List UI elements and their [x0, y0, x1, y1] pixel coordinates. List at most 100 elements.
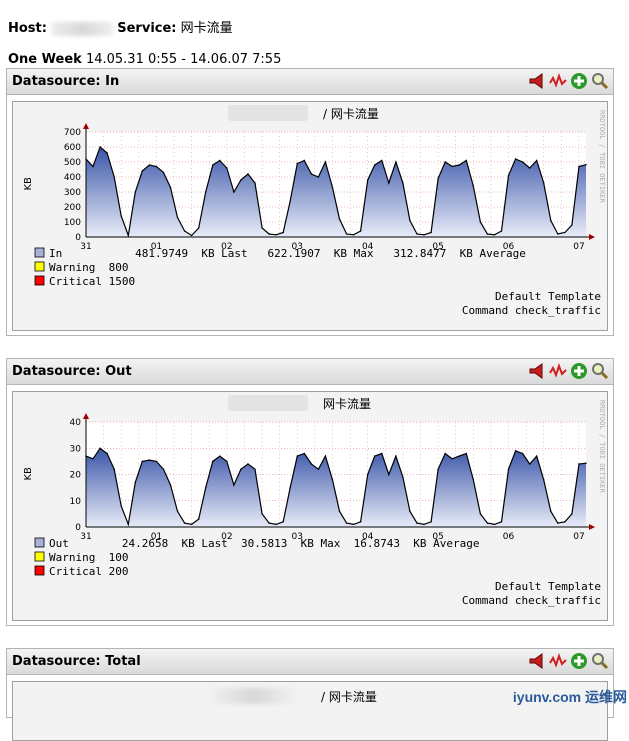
data-point: [359, 521, 362, 523]
data-point: [127, 234, 129, 237]
data-point: [521, 452, 524, 455]
legend-text: Critical 200: [49, 565, 128, 578]
y-tick-label: 10: [70, 497, 82, 507]
y-tick-label: 600: [64, 143, 81, 153]
data-point: [500, 521, 503, 523]
redacted-host: [228, 105, 308, 121]
graph-image[interactable]: / 网卡流量 RRDTOOL / TOBI OETIKER 0 100 200 300 40…: [12, 101, 608, 331]
data-point: [423, 523, 425, 526]
period-label: One Week: [8, 52, 82, 67]
data-point: [99, 447, 101, 449]
data-point: [416, 233, 418, 235]
y-tick-label: 30: [70, 444, 82, 454]
service-value: 网卡流量: [180, 21, 233, 36]
data-point: [409, 510, 411, 512]
graph-line-icon[interactable]: [549, 362, 567, 380]
datasource-total-panel: Datasource: Total / 网卡流量: [6, 648, 614, 741]
data-point: [444, 452, 446, 455]
chart-out: 网卡流量 RRDTOOL / TOBI OETIKER 0 10 20 30 40 31 01 0…: [23, 395, 606, 607]
zoom-icon[interactable]: [591, 72, 609, 90]
data-point: [148, 164, 151, 166]
add-icon[interactable]: [570, 362, 588, 380]
legend-text: In 481.9749 KB Last 622.1907 KB Max 312.…: [49, 247, 526, 260]
redacted-host: [213, 688, 293, 704]
panel-header: Datasource: Total: [7, 649, 613, 675]
data-point: [402, 182, 404, 184]
zoom-icon[interactable]: [591, 652, 609, 670]
panel-header: Datasource: Out: [7, 359, 613, 385]
data-point: [465, 159, 467, 162]
x-tick-label: 02: [221, 242, 232, 252]
zoom-icon[interactable]: [591, 362, 609, 380]
graph-line-icon[interactable]: [549, 72, 567, 90]
series-line: [85, 447, 587, 527]
data-point: [536, 159, 538, 162]
data-point: [155, 165, 158, 168]
data-point: [550, 219, 552, 222]
add-icon[interactable]: [570, 72, 588, 90]
data-point: [92, 458, 94, 460]
data-point: [352, 234, 355, 236]
data-point: [303, 159, 306, 162]
data-point: [240, 468, 242, 470]
megaphone-icon[interactable]: [528, 652, 546, 670]
data-point: [176, 510, 179, 512]
graph-line-icon[interactable]: [549, 652, 567, 670]
x-tick-label: 06: [503, 242, 515, 252]
x-tick-label: 04: [362, 242, 374, 252]
data-point: [437, 177, 439, 180]
data-point: [233, 484, 235, 486]
template-label: Default Template: [495, 290, 601, 303]
host-line: Host: Service: 网卡流量: [8, 17, 233, 36]
y-tick-label: 20: [70, 471, 82, 481]
data-point: [134, 191, 136, 193]
data-point: [233, 191, 235, 193]
data-point: [423, 234, 425, 236]
data-point: [162, 468, 165, 470]
data-point: [472, 479, 475, 481]
y-axis-label: KB: [23, 467, 34, 481]
megaphone-icon[interactable]: [528, 362, 546, 380]
data-point: [275, 234, 277, 236]
data-point: [444, 161, 446, 163]
graph-image[interactable]: 网卡流量 RRDTOOL / TOBI OETIKER 0 10 20 30 40 31 01 0…: [12, 391, 608, 621]
x-tick-label: 07: [573, 532, 584, 542]
graph-title: 网卡流量: [323, 397, 371, 411]
legend-text: Warning 100: [49, 551, 128, 564]
data-point: [395, 161, 397, 163]
datasource-out-panel: Datasource: Out 网卡流量 RRDTOOL / TOBI OETIK…: [6, 358, 614, 626]
data-point: [486, 233, 489, 235]
data-point: [430, 231, 432, 234]
megaphone-icon[interactable]: [528, 72, 546, 90]
data-point: [310, 463, 313, 465]
data-point: [226, 167, 228, 169]
data-point: [247, 173, 249, 175]
series-area: [86, 448, 586, 527]
legend-text: Critical 1500: [49, 275, 135, 288]
x-tick-label: 31: [80, 242, 91, 252]
y-tick-label: 100: [64, 218, 81, 228]
data-point: [205, 486, 207, 489]
x-tick-label: 31: [80, 532, 91, 542]
data-point: [197, 227, 200, 229]
data-point: [106, 452, 108, 455]
data-point: [451, 458, 453, 460]
x-axis-arrow: [589, 234, 595, 240]
data-point: [155, 460, 158, 463]
data-point: [92, 165, 94, 168]
x-axis-arrow: [589, 524, 595, 530]
data-point: [564, 231, 566, 234]
data-point: [212, 460, 214, 463]
x-tick-label: 01: [151, 242, 162, 252]
data-point: [479, 221, 482, 223]
data-point: [472, 185, 475, 187]
data-point: [479, 513, 482, 515]
data-point: [169, 484, 172, 486]
data-point: [261, 513, 263, 515]
data-point: [521, 161, 524, 163]
add-icon[interactable]: [570, 652, 588, 670]
data-point: [345, 233, 348, 235]
panel-title: Datasource: In: [12, 74, 120, 89]
data-point: [176, 216, 179, 219]
data-point: [247, 463, 249, 465]
